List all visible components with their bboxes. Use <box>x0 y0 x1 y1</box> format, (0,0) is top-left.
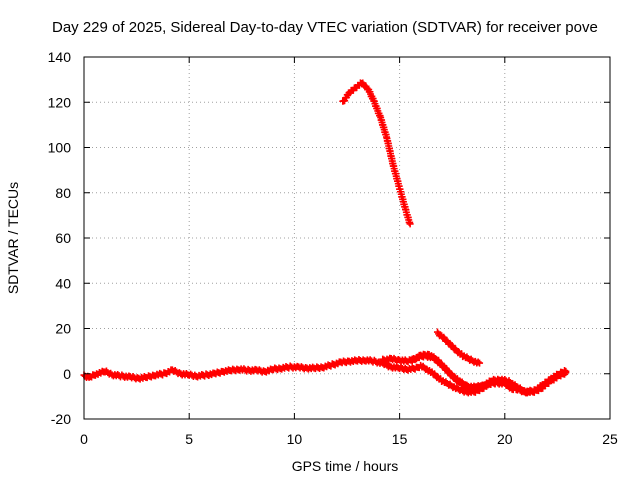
series-markers <box>408 350 517 394</box>
data-point-marker <box>476 359 484 367</box>
grid-lines <box>84 57 610 419</box>
x-tick-label: 10 <box>287 431 303 447</box>
chart-title: Day 229 of 2025, Sidereal Day-to-day VTE… <box>52 19 598 36</box>
data-point-marker <box>562 369 570 377</box>
y-axis-label: SDTVAR / TECUs <box>5 182 21 294</box>
y-tick-label: -20 <box>51 411 71 427</box>
data-markers <box>80 79 570 397</box>
y-tick-label: 80 <box>55 185 71 201</box>
data-point-marker <box>443 337 451 345</box>
x-tick-label: 25 <box>602 431 618 447</box>
y-tick-label: 0 <box>63 366 71 382</box>
series-markers <box>80 356 570 397</box>
data-point-marker <box>474 358 482 366</box>
x-tick-label: 5 <box>185 431 193 447</box>
series-markers <box>379 351 570 397</box>
x-axis-label: GPS time / hours <box>292 458 399 474</box>
data-point-marker <box>406 220 414 228</box>
x-tick-label: 15 <box>392 431 408 447</box>
data-point-marker <box>509 386 517 394</box>
axis-ticks: 0 5 10 15 20 25 -20 0 20 40 60 80 100 120 140 <box>48 49 618 447</box>
x-tick-label: 20 <box>497 431 513 447</box>
series-markers <box>433 328 484 367</box>
y-tick-label: 100 <box>48 140 72 156</box>
y-tick-label: 20 <box>55 321 71 337</box>
x-tick-label: 0 <box>80 431 88 447</box>
y-tick-label: 140 <box>48 49 72 65</box>
y-tick-label: 120 <box>48 94 72 110</box>
series-markers <box>339 79 414 228</box>
y-tick-label: 40 <box>55 275 71 291</box>
y-tick-label: 60 <box>55 230 71 246</box>
